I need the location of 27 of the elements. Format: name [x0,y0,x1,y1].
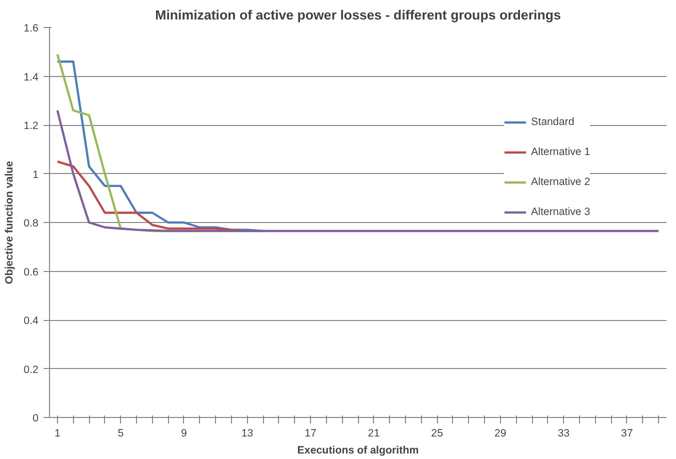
x-tick-label: 1 [54,428,60,440]
x-tick-label: 17 [304,428,317,440]
legend-label: Standard [531,116,574,128]
y-tick-label: 1.4 [24,71,39,84]
y-tick-label: 1.6 [24,22,39,34]
y-tick-label: 0.4 [24,315,39,327]
y-tick-label: 0 [32,412,39,424]
x-tick-label: 5 [118,428,124,440]
legend-label: Alternative 3 [531,206,590,218]
x-axis-title: Executions of algorithm [297,444,419,456]
x-tick-label: 25 [431,428,444,440]
x-tick-label: 37 [621,428,633,440]
y-axis-title: Objective function value [4,160,16,284]
chart-title: Minimization of active power losses - different groups orderings [155,8,561,22]
line-series [56,109,660,232]
legend-label: Alternative 2 [531,176,590,188]
y-tick-label: 0.8 [24,218,39,230]
y-tick-label: 0.6 [24,266,39,278]
x-tick-label: 13 [241,428,254,440]
y-tick-label: 0.2 [24,364,39,376]
x-tick-label: 21 [368,428,380,440]
legend-label: Alternative 1 [531,146,590,158]
y-tick-label: 1.2 [24,120,39,132]
x-tick-label: 33 [558,428,570,440]
x-tick-label: 9 [181,428,188,440]
x-tick-label: 29 [494,428,506,440]
y-tick-label: 1 [32,168,39,181]
